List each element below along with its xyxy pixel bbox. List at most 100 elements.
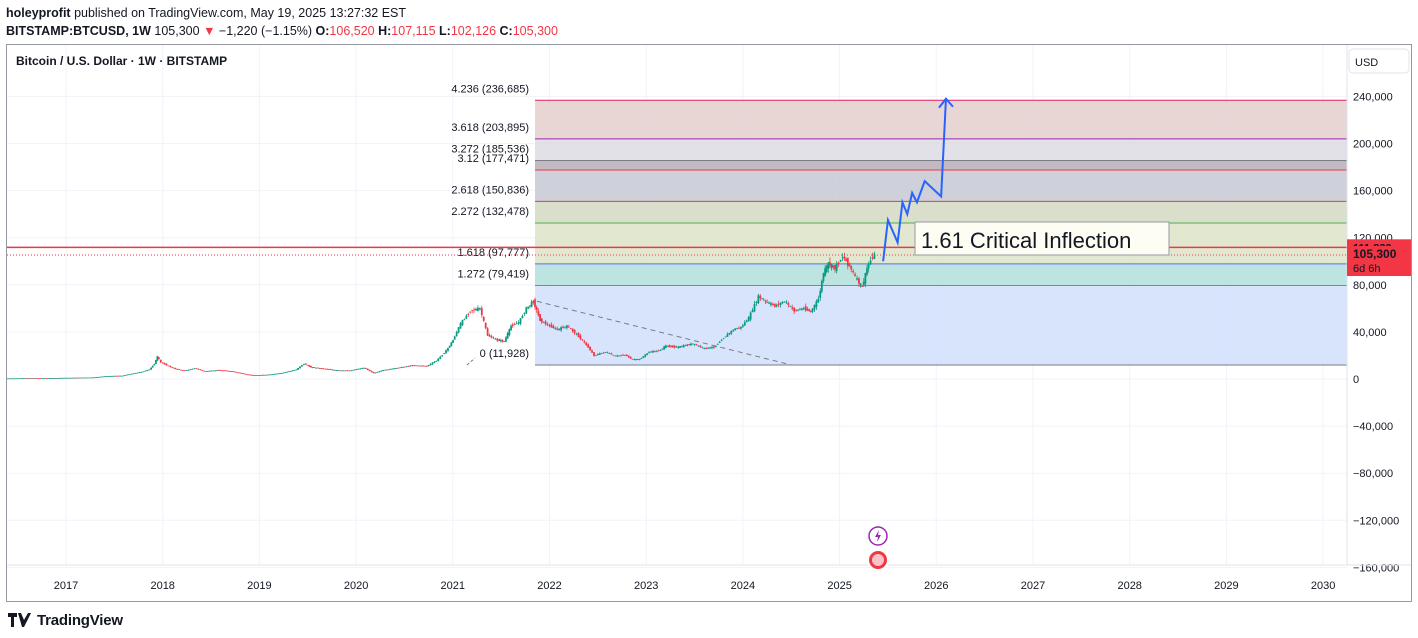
candle-body — [834, 265, 836, 270]
candle-body — [644, 354, 647, 357]
candle-body — [264, 374, 267, 376]
candle-body — [117, 375, 120, 377]
candle-body — [132, 373, 135, 375]
chart-frame[interactable]: 0 (11,928) 1.272 (79,419) 1.618 (97,777) 2.… — [6, 44, 1412, 602]
candle-body — [193, 368, 196, 370]
projection-path[interactable] — [882, 98, 947, 262]
candle-body — [295, 369, 298, 371]
candle-body — [869, 260, 872, 265]
candle-body — [445, 350, 447, 354]
candle-body — [225, 370, 228, 372]
candle-body — [182, 370, 184, 372]
candle-body — [839, 260, 842, 262]
candle-body — [583, 341, 586, 343]
candle-body — [368, 369, 371, 372]
published-text: published on TradingView.com, May 19, 20… — [74, 6, 407, 20]
candle-body — [650, 351, 652, 353]
candle-body — [808, 309, 811, 312]
candle-body — [174, 368, 177, 370]
candle-body — [724, 336, 727, 338]
candle-body — [548, 325, 551, 327]
candle-body — [260, 374, 263, 376]
x-tick-label: 2027 — [1021, 580, 1045, 592]
candle-body — [45, 378, 48, 379]
brand-name[interactable]: TradingView — [37, 611, 123, 629]
candle-body — [78, 377, 81, 379]
flag-stripes-icon — [872, 554, 884, 566]
candle-body — [620, 355, 622, 357]
current-price-tag — [1347, 246, 1411, 277]
candle-body — [38, 378, 40, 379]
dashed-trendline[interactable] — [536, 300, 792, 366]
candle-body — [32, 378, 35, 380]
candle-body — [830, 264, 833, 269]
candle-body — [253, 375, 256, 376]
candle-body — [777, 303, 780, 305]
tradingview-logo-icon — [8, 613, 31, 627]
candle-body — [544, 321, 547, 325]
candle-body — [809, 311, 812, 313]
annotation-box[interactable] — [914, 221, 1170, 256]
candle-body — [753, 303, 756, 312]
candle-body — [424, 365, 426, 367]
candle-body — [311, 367, 314, 369]
candle-body — [728, 332, 731, 335]
x-tick-label: 2022 — [537, 580, 561, 592]
x-tick-label: 2019 — [247, 580, 271, 592]
x-tick-label: 2017 — [54, 580, 78, 592]
candle-body — [243, 373, 246, 375]
candle-body — [313, 367, 316, 369]
candle-body — [259, 375, 261, 376]
candle-body — [427, 365, 430, 366]
candle-body — [322, 368, 325, 370]
candle-body — [709, 347, 711, 349]
candle-body — [529, 305, 531, 307]
candle-body — [376, 371, 379, 373]
candle-body — [361, 368, 364, 369]
candle-body — [404, 366, 406, 368]
candle-body — [770, 303, 772, 305]
candle-body — [157, 357, 160, 360]
candle-body — [560, 327, 563, 331]
candle-body — [146, 370, 149, 371]
candle-body — [450, 342, 453, 346]
candle-body — [441, 355, 444, 357]
candle-body — [804, 306, 807, 311]
candle-body — [867, 264, 870, 269]
candle-body — [819, 290, 822, 298]
candle-body — [106, 376, 109, 377]
x-tick-label: 2021 — [441, 580, 465, 592]
candle-body — [566, 325, 568, 328]
candle-body — [642, 356, 645, 358]
candle-body — [342, 370, 345, 372]
chart-canvas[interactable]: 0 (11,928) 1.272 (79,419) 1.618 (97,777) 2.… — [7, 45, 1412, 602]
candle-body — [679, 346, 681, 348]
candle-body — [448, 345, 451, 348]
candle-body — [443, 353, 445, 355]
candle-body — [447, 348, 449, 351]
candle-body — [740, 326, 742, 329]
publisher-name[interactable]: holeyprofit — [6, 6, 71, 20]
annotation-text: 1.61 Critical Inflection — [921, 228, 1131, 253]
candle-body — [593, 352, 595, 356]
candle-body — [829, 262, 831, 266]
candle-body — [293, 370, 296, 371]
close-value: 105,300 — [512, 24, 558, 38]
candle-body — [269, 374, 272, 376]
candle-body — [581, 339, 584, 341]
candle-body — [585, 342, 588, 346]
candle-body — [191, 368, 194, 370]
candle-body — [386, 369, 388, 371]
candle-body — [214, 370, 217, 372]
candle-body — [686, 344, 689, 346]
candle-body — [363, 367, 365, 369]
candle-body — [234, 371, 237, 373]
candle-body — [712, 346, 715, 348]
candle-body — [153, 363, 156, 366]
candle-body — [577, 332, 580, 338]
candle-body — [817, 298, 820, 303]
candle-body — [659, 349, 662, 351]
currency-button[interactable] — [1348, 48, 1410, 74]
candle-body — [151, 365, 154, 368]
candle-body — [461, 320, 464, 326]
